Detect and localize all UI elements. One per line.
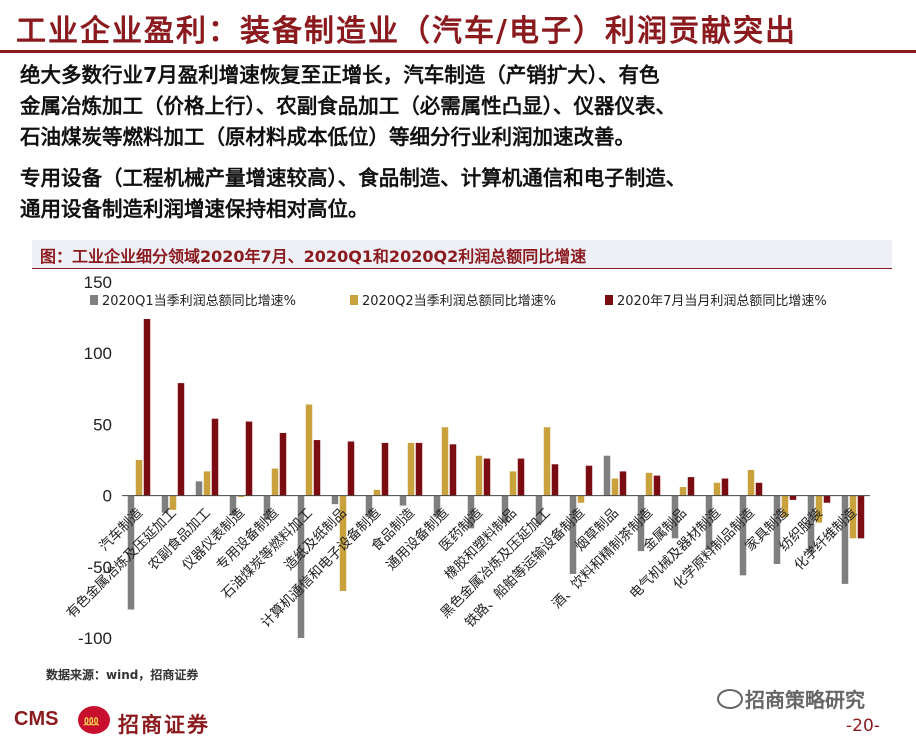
bar — [263, 495, 271, 520]
bar — [569, 495, 577, 574]
bar — [143, 319, 151, 496]
legend-label: 2020Q2当季利润总额同比增速% — [362, 294, 556, 309]
paragraph-1-line-2: 金属冶炼加工（价格上行）、农副食品加工（必需属性凸显）、仪器仪表、 — [20, 94, 676, 118]
chart-caption: 图：工业企业细分领域2020年7月、2020Q1和2020Q2利润总额同比增速 — [40, 247, 587, 266]
chart-caption-bar: 图：工业企业细分领域2020年7月、2020Q1和2020Q2利润总额同比增速 — [32, 240, 892, 269]
bar — [823, 495, 831, 503]
page-number: -20- — [846, 716, 880, 736]
y-tick-label: -50 — [87, 558, 112, 577]
bar — [305, 404, 313, 496]
bar — [739, 495, 747, 576]
bar — [467, 495, 475, 529]
bar — [849, 495, 857, 539]
bar — [509, 471, 517, 496]
bar — [841, 495, 849, 584]
wechat-account: 招商策略研究 — [745, 688, 865, 712]
y-tick-label: 0 — [103, 487, 112, 506]
bar — [449, 444, 457, 496]
paragraph-2-line-1: 专用设备（工程机械产量增速较高）、食品制造、计算机通信和电子制造、 — [20, 166, 687, 190]
bar — [195, 481, 203, 496]
bar — [671, 495, 679, 539]
legend-swatch — [90, 295, 98, 305]
legend-swatch — [350, 295, 358, 305]
bar — [577, 495, 585, 503]
data-source: 数据来源：wind，招商证券 — [46, 668, 199, 682]
bar — [807, 495, 815, 553]
bar — [501, 495, 509, 523]
bar — [653, 475, 661, 496]
wechat-icon — [717, 689, 743, 709]
bar — [169, 495, 177, 510]
bar — [161, 495, 169, 513]
y-tick-label: -100 — [78, 629, 112, 648]
legend-swatch — [605, 295, 613, 305]
bar — [773, 495, 781, 564]
cms-logo-mark-icon: ⅏ — [84, 712, 99, 728]
y-tick-label: 150 — [84, 273, 112, 292]
cms-logo-text: CMS — [14, 708, 59, 730]
bar — [229, 495, 237, 516]
y-tick-label: 100 — [84, 344, 112, 363]
bar — [789, 495, 797, 500]
title-divider — [0, 50, 916, 53]
bar — [687, 477, 695, 496]
bar — [619, 471, 627, 496]
bar — [441, 427, 449, 496]
bar — [381, 442, 389, 496]
bar — [551, 464, 559, 496]
bar — [679, 487, 687, 496]
bar — [373, 489, 381, 496]
brand-name: 招商证券 — [118, 713, 210, 737]
bar — [747, 469, 755, 496]
bar — [211, 418, 219, 496]
bar — [135, 460, 143, 496]
bar — [339, 495, 347, 592]
y-tick-label: 50 — [93, 415, 112, 434]
bar — [585, 465, 593, 496]
bar — [857, 495, 865, 539]
bar — [483, 458, 491, 496]
bar — [645, 472, 653, 496]
bar — [815, 495, 823, 523]
bar — [433, 495, 441, 517]
paragraph-1-line-3: 石油煤炭等燃料加工（原材料成本低位）等细分行业利润加速改善。 — [20, 125, 635, 149]
bar — [245, 421, 253, 496]
bar — [399, 495, 407, 506]
bar — [755, 482, 763, 496]
bar — [177, 383, 185, 496]
bar — [407, 442, 415, 496]
bar — [543, 427, 551, 496]
bar — [347, 441, 355, 496]
paragraph-2: 专用设备（工程机械产量增速较高）、食品制造、计算机通信和电子制造、 通用设备制造… — [20, 163, 686, 225]
bar — [313, 440, 321, 496]
bar — [611, 478, 619, 496]
bar — [603, 455, 611, 496]
bar — [705, 495, 713, 550]
bar — [331, 495, 339, 505]
bar — [271, 468, 279, 496]
bar — [637, 495, 645, 552]
bar — [535, 495, 543, 525]
bar — [721, 478, 729, 496]
cms-logo-icon — [78, 706, 110, 734]
page-title: 工业企业盈利：装备制造业（汽车/电子）利润贡献突出 — [16, 14, 797, 49]
legend-label: 2020年7月当月利润总额同比增速% — [617, 294, 827, 309]
bar — [127, 495, 135, 610]
bar — [365, 495, 373, 517]
paragraph-1: 绝大多数行业7月盈利增速恢复至正增长，汽车制造（产销扩大）、有色 金属冶炼加工（… — [20, 60, 676, 153]
paragraph-2-line-2: 通用设备制造利润增速保持相对高位。 — [20, 197, 369, 221]
paragraph-1-line-1: 绝大多数行业7月盈利增速恢复至正增长，汽车制造（产销扩大）、有色 — [20, 63, 660, 87]
bar — [713, 482, 721, 496]
bar — [475, 455, 483, 496]
bar — [203, 471, 211, 496]
bar — [297, 495, 305, 638]
bar — [517, 458, 525, 496]
bar — [415, 442, 423, 496]
bar — [781, 495, 789, 517]
bar — [237, 495, 245, 498]
bar-chart: -100 -50 0 50 100 150 2020Q1当季利润总额同比增速% 2020Q2当… — [63, 273, 870, 648]
bar — [279, 432, 287, 496]
legend-label: 2020Q1当季利润总额同比增速% — [102, 294, 296, 309]
